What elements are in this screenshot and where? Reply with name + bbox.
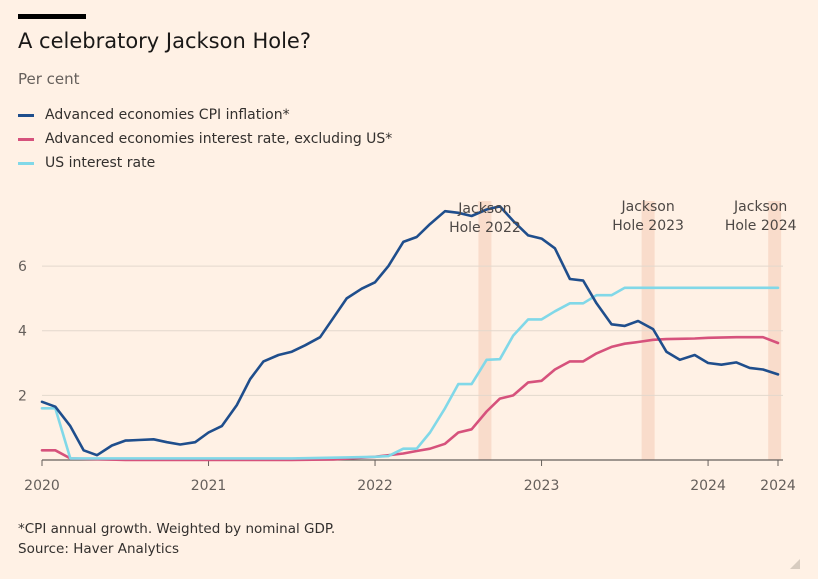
legend-label-cpi: Advanced economies CPI inflation* — [45, 107, 290, 123]
jackson-hole-label: Hole 2023 — [612, 218, 684, 234]
legend-swatch-cpi — [18, 113, 34, 117]
y-tick-label: 6 — [18, 259, 27, 275]
jackson-hole-label: Hole 2022 — [449, 220, 521, 236]
legend-swatch-ae-rate — [18, 137, 34, 141]
ae-rate-line — [40, 335, 780, 462]
legend-swatch-us-rate — [18, 161, 34, 165]
jackson-hole-label: Jackson — [733, 199, 787, 215]
x-tick-label: 2021 — [191, 478, 227, 494]
legend-item-us-rate: US interest rate — [18, 151, 392, 175]
x-tick-label: 2022 — [357, 478, 393, 494]
y-tick-label: 4 — [18, 324, 27, 340]
cpi-line — [40, 204, 780, 457]
chart-title: A celebratory Jackson Hole? — [18, 29, 311, 53]
resize-handle-icon — [790, 559, 800, 569]
jackson-hole-label: Jackson — [620, 199, 674, 215]
source-note: Source: Haver Analytics — [18, 541, 180, 557]
x-tick-label: 2024 — [760, 478, 796, 494]
jackson-hole-label: Hole 2024 — [725, 218, 797, 234]
legend-label-ae-rate: Advanced economies interest rate, exclud… — [45, 131, 393, 147]
legend-item-cpi: Advanced economies CPI inflation* — [18, 103, 392, 127]
y-tick-label: 2 — [18, 388, 27, 404]
legend: Advanced economies CPI inflation* Advanc… — [18, 103, 392, 175]
footnote: *CPI annual growth. Weighted by nominal … — [18, 521, 336, 537]
x-tick-label: 2024 — [690, 478, 726, 494]
x-tick-label: 2020 — [24, 478, 60, 494]
brand-bar — [18, 14, 86, 19]
line-chart: 2 4 6 2020 2021 2022 2023 2024 2024 Jackson Hole 2… — [18, 199, 797, 494]
jackson-hole-label: Jackson — [457, 201, 511, 217]
chart-subtitle: Per cent — [18, 70, 80, 88]
legend-label-us-rate: US interest rate — [45, 155, 156, 171]
us-rate-line — [40, 286, 780, 460]
footnote-block: *CPI annual growth. Weighted by nominal … — [18, 519, 335, 559]
legend-item-ae-rate: Advanced economies interest rate, exclud… — [18, 127, 392, 151]
x-tick-label: 2023 — [524, 478, 560, 494]
